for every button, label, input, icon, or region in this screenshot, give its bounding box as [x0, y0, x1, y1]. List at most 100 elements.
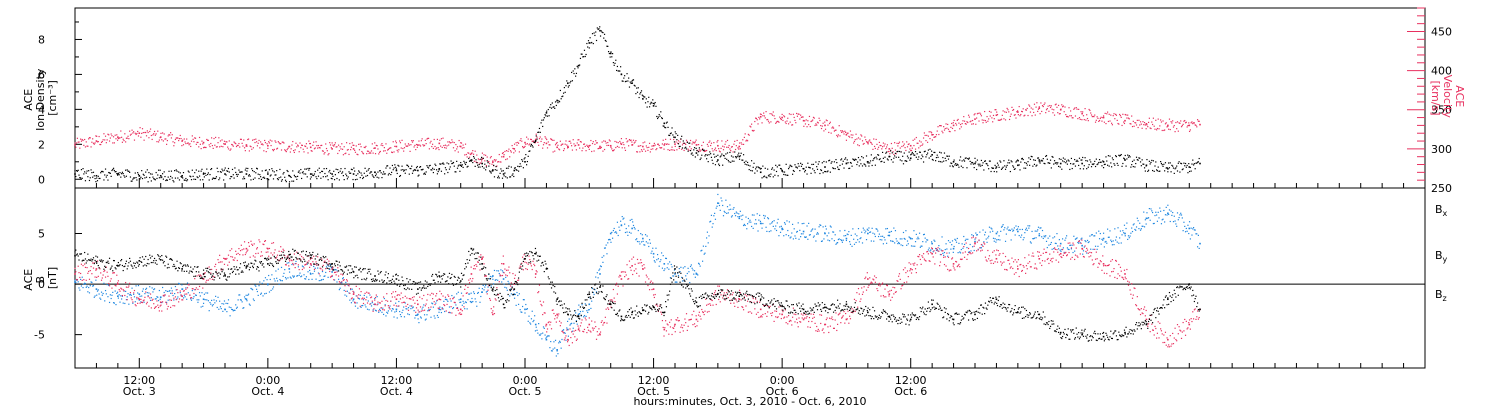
sample-point — [115, 304, 117, 306]
sample-point — [829, 171, 831, 173]
sample-point — [464, 301, 467, 303]
sample-point — [930, 131, 932, 133]
sample-point — [109, 294, 111, 296]
sample-point — [580, 141, 582, 143]
sample-point — [1176, 121, 1179, 123]
sample-point — [352, 300, 354, 302]
sample-point — [618, 70, 620, 72]
sample-point — [398, 149, 400, 151]
sample-point — [128, 303, 130, 305]
sample-point — [1056, 233, 1058, 235]
sample-point — [820, 169, 822, 171]
sample-point — [1113, 163, 1115, 165]
sample-point — [372, 309, 374, 311]
sample-point — [751, 129, 754, 132]
sample-point — [928, 131, 930, 133]
sample-point — [419, 306, 422, 308]
sample-point — [343, 179, 345, 181]
sample-point — [866, 161, 868, 163]
sample-point — [341, 143, 343, 145]
sample-point — [681, 148, 683, 150]
sample-point — [141, 301, 144, 304]
sample-point — [1156, 169, 1158, 171]
sample-point — [180, 175, 182, 178]
sample-point — [258, 139, 260, 142]
sample-point — [135, 305, 137, 307]
sample-point — [239, 299, 242, 301]
sample-point — [847, 162, 849, 164]
sample-point — [1131, 160, 1134, 163]
sample-point — [886, 227, 889, 230]
sample-point — [260, 176, 262, 178]
sample-point — [1151, 159, 1153, 162]
sample-point — [931, 158, 934, 161]
sample-point — [317, 175, 320, 177]
sample-point — [654, 101, 656, 104]
sample-point — [614, 231, 616, 234]
sample-point — [824, 171, 827, 173]
sample-point — [875, 138, 877, 141]
sample-point — [803, 222, 805, 225]
sample-point — [423, 304, 425, 306]
sample-point — [900, 151, 902, 153]
sample-point — [710, 214, 713, 216]
sample-point — [434, 317, 436, 319]
data-point — [952, 247, 955, 250]
sample-point — [760, 222, 762, 225]
sample-point — [288, 145, 291, 148]
sample-point — [181, 299, 183, 301]
sample-point — [589, 144, 591, 147]
sample-point — [928, 247, 930, 249]
sample-point — [649, 151, 651, 153]
sample-point — [242, 178, 244, 180]
sample-point — [122, 138, 124, 140]
sample-point — [1025, 229, 1027, 231]
sample-point — [82, 264, 84, 267]
data-point — [395, 145, 398, 148]
sample-point — [328, 153, 330, 155]
sample-point — [430, 140, 432, 142]
sample-point — [731, 146, 733, 148]
sample-point — [1031, 115, 1033, 117]
sample-point — [92, 267, 95, 269]
sample-point — [382, 313, 385, 316]
sample-point — [215, 300, 218, 302]
sample-point — [1033, 163, 1036, 165]
sample-point — [699, 265, 701, 267]
sample-point — [1049, 235, 1051, 237]
sample-point — [872, 232, 874, 234]
sample-point — [339, 170, 341, 172]
sample-point — [537, 332, 539, 334]
sample-point — [1022, 158, 1024, 161]
sample-point — [959, 159, 961, 161]
sample-point — [161, 173, 164, 175]
sample-point — [334, 142, 336, 144]
sample-point — [455, 143, 457, 146]
sample-point — [656, 147, 658, 150]
data-point — [492, 313, 494, 316]
sample-point — [584, 55, 586, 58]
sample-point — [352, 178, 354, 181]
sample-point — [798, 165, 800, 167]
data-point — [74, 273, 76, 275]
sample-point — [673, 138, 675, 141]
sample-point — [325, 147, 328, 150]
sample-point — [638, 145, 640, 147]
sample-point — [709, 140, 711, 142]
sample-point — [183, 290, 185, 292]
sample-point — [646, 146, 648, 149]
sample-point — [212, 303, 214, 306]
sample-point — [389, 147, 391, 149]
sample-point — [894, 152, 897, 154]
sample-point — [76, 137, 79, 139]
sample-point — [716, 141, 718, 143]
sample-point — [987, 164, 989, 167]
sample-point — [237, 252, 239, 255]
sample-point — [782, 228, 784, 230]
sample-point — [208, 144, 210, 146]
sample-point — [95, 279, 97, 281]
sample-point — [359, 176, 361, 179]
sample-point — [1142, 225, 1144, 227]
sample-point — [78, 174, 80, 176]
sample-point — [1119, 115, 1122, 117]
